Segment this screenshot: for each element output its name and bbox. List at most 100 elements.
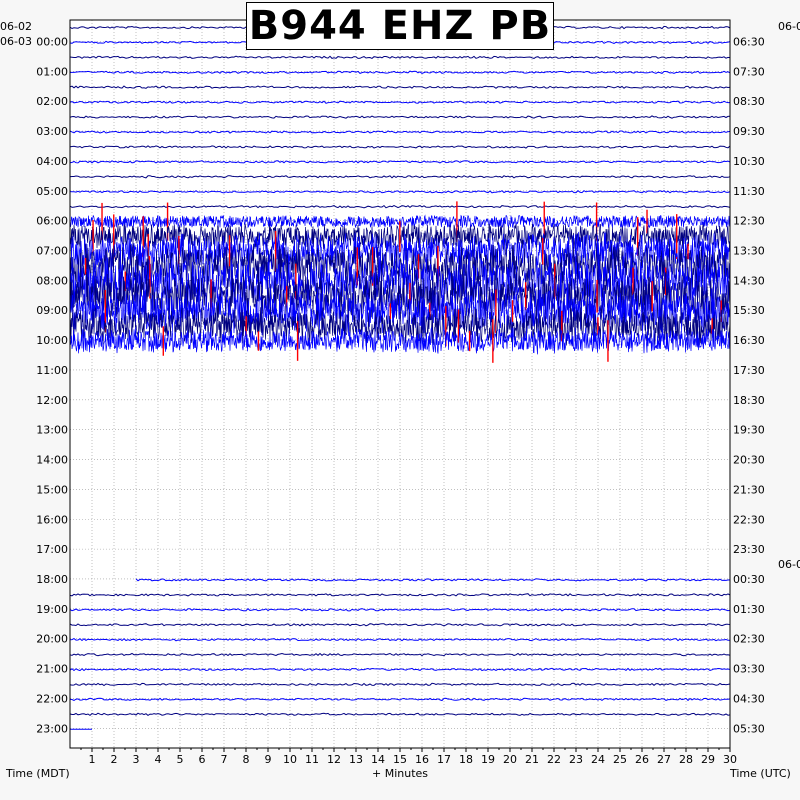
- x-tick-label: 22: [547, 753, 561, 766]
- left-hour-label: 05:00: [36, 185, 68, 198]
- title-box: B944 EHZ PB: [246, 2, 554, 50]
- trace-row: [69, 115, 731, 119]
- trace-row: [69, 160, 731, 164]
- trace-row: [69, 145, 731, 149]
- x-tick-label: 30: [723, 753, 737, 766]
- trace-row: [69, 175, 731, 179]
- chart-title: B944 EHZ PB: [248, 3, 552, 49]
- left-hour-label: 19:00: [36, 603, 68, 616]
- trace-row: [69, 327, 731, 355]
- left-hour-label: 18:00: [36, 573, 68, 586]
- trace-row: [135, 578, 731, 582]
- right-hour-label: 21:30: [733, 483, 765, 496]
- x-tick-label: 4: [155, 753, 162, 766]
- left-hour-label: 10:00: [36, 334, 68, 347]
- right-hour-label: 03:30: [733, 663, 765, 676]
- trace-row: [69, 204, 731, 209]
- trace-row: [69, 682, 731, 687]
- trace-row: [69, 130, 731, 134]
- right-hour-label: 08:30: [733, 95, 765, 108]
- right-date-mid: 06-03: [778, 558, 800, 571]
- x-tick-label: 6: [199, 753, 206, 766]
- x-tick-label: 28: [679, 753, 693, 766]
- left-hour-label: 16:00: [36, 513, 68, 526]
- left-hour-label: 20:00: [36, 633, 68, 646]
- left-hour-label: 13:00: [36, 424, 68, 437]
- x-tick-label: 25: [613, 753, 627, 766]
- x-tick-label: 12: [327, 753, 341, 766]
- left-hour-label: 09:00: [36, 304, 68, 317]
- trace-row: [69, 697, 731, 702]
- right-hour-label: 17:30: [733, 364, 765, 377]
- left-hour-label: 14:00: [36, 454, 68, 467]
- left-date-top: 06-02: [0, 20, 32, 33]
- left-hour-label: 07:00: [36, 245, 68, 258]
- right-hour-label: 07:30: [733, 65, 765, 78]
- right-hour-label: 16:30: [733, 334, 765, 347]
- left-hour-label: 04:00: [36, 155, 68, 168]
- left-hour-label: 15:00: [36, 483, 68, 496]
- x-tick-label: 2: [111, 753, 118, 766]
- trace-row: [69, 593, 731, 597]
- trace-row: [69, 608, 731, 612]
- left-hour-label: 23:00: [36, 722, 68, 735]
- right-hour-label: 12:30: [733, 215, 765, 228]
- x-tick-label: 21: [525, 753, 539, 766]
- left-date-start: 06-03: [0, 35, 32, 48]
- x-tick-label: 9: [265, 753, 272, 766]
- left-hour-label: 00:00: [36, 36, 68, 49]
- left-axis-title: Time (MDT): [5, 767, 70, 780]
- x-tick-label: 18: [459, 753, 473, 766]
- left-hour-label: 01:00: [36, 65, 68, 78]
- x-tick-label: 5: [177, 753, 184, 766]
- x-tick-label: 15: [393, 753, 407, 766]
- right-hour-label: 04:30: [733, 692, 765, 705]
- left-hour-label: 17:00: [36, 543, 68, 556]
- x-axis-title: + Minutes: [372, 767, 428, 780]
- right-hour-label: 02:30: [733, 633, 765, 646]
- right-hour-label: 05:30: [733, 722, 765, 735]
- x-tick-label: 1: [89, 753, 96, 766]
- x-tick-label: 27: [657, 753, 671, 766]
- left-time-axis: 06-02 06-03 00:00 01:00 02:00 03:00 04:00 05:00…: [0, 20, 68, 735]
- right-hour-label: 01:30: [733, 603, 765, 616]
- right-hour-label: 00:30: [733, 573, 765, 586]
- right-time-axis: 06-02 06:30 07:30 08:30 09:30 10:30 11:30 12:30…: [733, 20, 800, 735]
- left-hour-label: 22:00: [36, 692, 68, 705]
- right-hour-label: 23:30: [733, 543, 765, 556]
- left-hour-label: 21:00: [36, 663, 68, 676]
- right-hour-label: 22:30: [733, 513, 765, 526]
- right-hour-label: 19:30: [733, 424, 765, 437]
- traces: [69, 25, 731, 730]
- x-tick-label: 17: [437, 753, 451, 766]
- trace-row: [69, 231, 731, 272]
- left-hour-label: 02:00: [36, 95, 68, 108]
- right-hour-label: 09:30: [733, 125, 765, 138]
- trace-row: [69, 637, 730, 642]
- trace-row: [69, 100, 730, 104]
- x-tick-label: 3: [133, 753, 140, 766]
- trace-row: [69, 85, 731, 89]
- trace-row: [69, 190, 731, 194]
- x-tick-label: 8: [243, 753, 250, 766]
- trace-row: [69, 667, 731, 672]
- x-tick-label: 16: [415, 753, 429, 766]
- right-hour-label: 20:30: [733, 454, 765, 467]
- trace-row: [69, 70, 731, 74]
- right-hour-label: 15:30: [733, 304, 765, 317]
- right-hour-label: 13:30: [733, 245, 765, 258]
- x-axis: 1 2 3 4 5 6 7 8 9 10 11 12 13 14 15 16 17 18 19 20 21 22 23 24 2…: [80, 748, 737, 766]
- x-tick-label: 24: [591, 753, 605, 766]
- left-hour-label: 11:00: [36, 364, 68, 377]
- x-tick-label: 20: [503, 753, 517, 766]
- x-tick-label: 14: [371, 753, 385, 766]
- x-tick-label: 7: [221, 753, 228, 766]
- trace-row: [69, 55, 731, 59]
- trace-row: [69, 712, 731, 717]
- left-hour-label: 06:00: [36, 215, 68, 228]
- left-hour-label: 08:00: [36, 274, 68, 287]
- right-hour-label: 06:30: [733, 36, 765, 49]
- left-hour-label: 12:00: [36, 394, 68, 407]
